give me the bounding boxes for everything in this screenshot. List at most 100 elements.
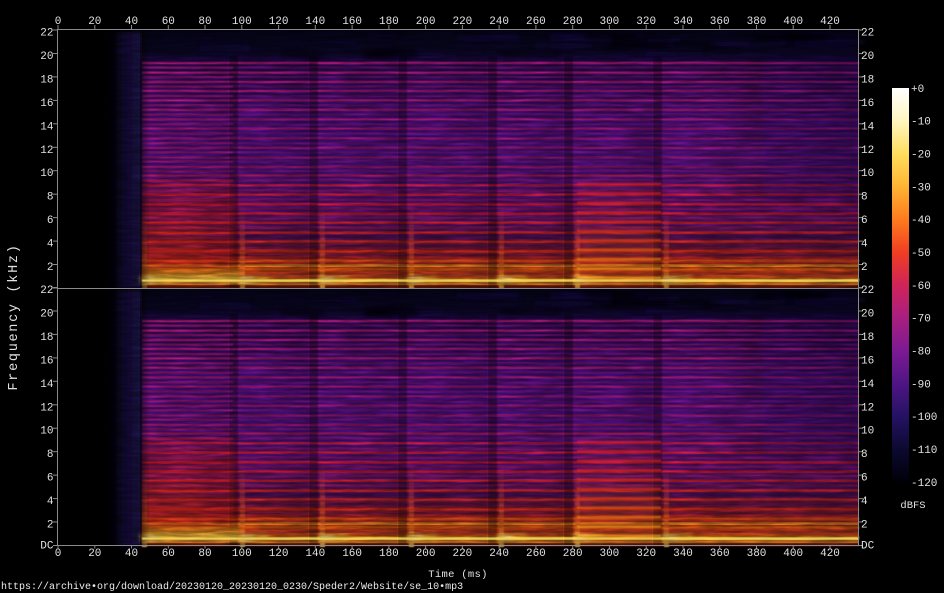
svg-text:80: 80 (198, 548, 211, 560)
svg-text:20: 20 (88, 548, 101, 560)
svg-text:DC: DC (40, 541, 54, 553)
svg-text:14: 14 (40, 379, 54, 391)
svg-text:dBFS: dBFS (900, 500, 925, 512)
svg-text:+0: +0 (911, 84, 924, 96)
svg-text:120: 120 (269, 548, 289, 560)
svg-text:140: 140 (305, 16, 325, 28)
svg-text:-70: -70 (911, 314, 931, 326)
svg-text:240: 240 (489, 16, 509, 28)
svg-text:380: 380 (747, 16, 767, 28)
svg-text:-20: -20 (911, 150, 931, 162)
svg-text:-10: -10 (911, 117, 931, 129)
svg-text:20: 20 (861, 51, 874, 63)
svg-text:200: 200 (416, 16, 436, 28)
svg-text:2: 2 (861, 262, 868, 274)
svg-text:-40: -40 (911, 215, 931, 227)
svg-text:220: 220 (452, 16, 472, 28)
svg-text:320: 320 (636, 16, 656, 28)
svg-text:16: 16 (40, 98, 53, 110)
svg-text:40: 40 (125, 16, 138, 28)
svg-text:160: 160 (342, 16, 362, 28)
svg-text:10: 10 (40, 168, 53, 180)
svg-text:-60: -60 (911, 281, 931, 293)
svg-text:18: 18 (40, 74, 53, 86)
svg-text:18: 18 (861, 74, 874, 86)
svg-text:20: 20 (40, 51, 53, 63)
svg-text:20: 20 (88, 16, 101, 28)
svg-text:4: 4 (861, 496, 868, 508)
svg-text:12: 12 (40, 402, 53, 414)
svg-text:4: 4 (861, 239, 868, 251)
svg-text:420: 420 (820, 548, 840, 560)
svg-text:400: 400 (783, 16, 803, 28)
svg-text:40: 40 (125, 548, 138, 560)
svg-text:6: 6 (861, 473, 868, 485)
svg-text:2: 2 (47, 520, 54, 532)
svg-text:12: 12 (861, 402, 874, 414)
svg-text:300: 300 (599, 16, 619, 28)
svg-text:280: 280 (563, 548, 583, 560)
svg-text:120: 120 (269, 16, 289, 28)
svg-text:8: 8 (47, 192, 54, 204)
svg-text:260: 260 (526, 16, 546, 28)
svg-text:16: 16 (861, 355, 874, 367)
svg-text:340: 340 (673, 548, 693, 560)
svg-text:4: 4 (47, 239, 54, 251)
svg-text:-100: -100 (911, 412, 937, 424)
svg-text:180: 180 (379, 16, 399, 28)
svg-text:340: 340 (673, 16, 693, 28)
svg-text:https://archive•org/download/2: https://archive•org/download/20230120_20… (1, 581, 463, 593)
svg-text:14: 14 (40, 121, 54, 133)
svg-text:10: 10 (40, 426, 53, 438)
svg-text:-90: -90 (911, 379, 931, 391)
svg-text:-50: -50 (911, 248, 931, 260)
svg-text:260: 260 (526, 548, 546, 560)
svg-text:160: 160 (342, 548, 362, 560)
svg-text:6: 6 (47, 473, 54, 485)
svg-text:18: 18 (40, 332, 53, 344)
svg-text:100: 100 (232, 16, 252, 28)
svg-text:60: 60 (162, 16, 175, 28)
svg-text:12: 12 (861, 145, 874, 157)
svg-text:8: 8 (47, 449, 54, 461)
svg-text:-80: -80 (911, 346, 931, 358)
svg-text:DC: DC (861, 541, 875, 553)
svg-text:20: 20 (40, 309, 53, 321)
svg-text:22: 22 (40, 28, 53, 40)
svg-text:2: 2 (861, 520, 868, 532)
svg-text:Frequency (kHz): Frequency (kHz) (7, 243, 22, 390)
svg-text:4: 4 (47, 496, 54, 508)
svg-text:80: 80 (198, 16, 211, 28)
svg-text:10: 10 (861, 168, 874, 180)
svg-text:14: 14 (861, 379, 875, 391)
svg-text:20: 20 (861, 309, 874, 321)
svg-text:240: 240 (489, 548, 509, 560)
svg-text:180: 180 (379, 548, 399, 560)
svg-text:2: 2 (47, 262, 54, 274)
svg-text:0: 0 (55, 548, 62, 560)
svg-text:420: 420 (820, 16, 840, 28)
svg-text:0: 0 (55, 16, 62, 28)
svg-text:-110: -110 (911, 445, 937, 457)
svg-text:16: 16 (861, 98, 874, 110)
svg-text:320: 320 (636, 548, 656, 560)
svg-text:Time (ms): Time (ms) (428, 569, 487, 581)
svg-text:400: 400 (783, 548, 803, 560)
svg-text:-30: -30 (911, 182, 931, 194)
svg-text:300: 300 (599, 548, 619, 560)
svg-text:8: 8 (861, 192, 868, 204)
svg-text:8: 8 (861, 449, 868, 461)
svg-text:100: 100 (232, 548, 252, 560)
svg-text:220: 220 (452, 548, 472, 560)
svg-text:22: 22 (861, 28, 874, 40)
svg-text:280: 280 (563, 16, 583, 28)
svg-text:6: 6 (47, 215, 54, 227)
svg-text:60: 60 (162, 548, 175, 560)
svg-text:6: 6 (861, 215, 868, 227)
svg-text:380: 380 (747, 548, 767, 560)
svg-text:10: 10 (861, 426, 874, 438)
svg-text:22: 22 (40, 285, 53, 297)
svg-text:22: 22 (861, 285, 874, 297)
svg-text:18: 18 (861, 332, 874, 344)
svg-text:360: 360 (710, 16, 730, 28)
